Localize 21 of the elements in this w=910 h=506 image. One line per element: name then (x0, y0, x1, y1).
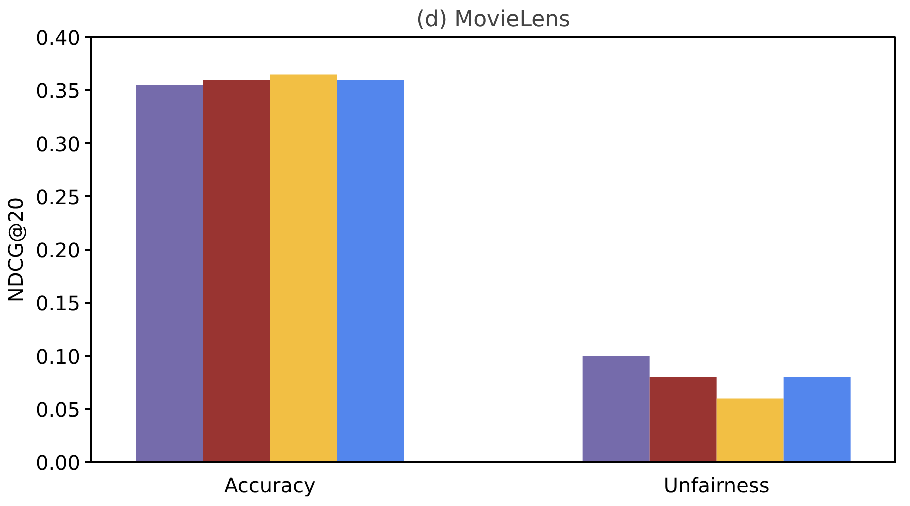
y-axis-title: NDCG@20 (4, 197, 28, 303)
x-tick-label: Accuracy (224, 474, 316, 498)
bar (203, 80, 270, 462)
chart-title: (d) MovieLens (416, 8, 571, 32)
y-tick-label: 0.25 (36, 185, 80, 210)
bar (784, 378, 851, 462)
y-tick-label: 0.05 (36, 398, 80, 422)
bar (582, 356, 650, 462)
bar (270, 74, 338, 462)
bar (716, 398, 784, 462)
bar (337, 80, 404, 462)
bar (136, 85, 204, 462)
y-tick-label: 0.00 (36, 451, 80, 475)
y-tick-label: 0.20 (36, 238, 80, 262)
y-tick-label: 0.30 (36, 132, 80, 156)
y-tick-label: 0.35 (36, 79, 80, 104)
x-tick-label: Unfairness (664, 474, 770, 498)
y-tick-label: 0.40 (36, 26, 80, 50)
y-tick-label: 0.10 (36, 344, 80, 369)
y-tick-label: 0.15 (36, 292, 80, 316)
bar (650, 378, 717, 462)
